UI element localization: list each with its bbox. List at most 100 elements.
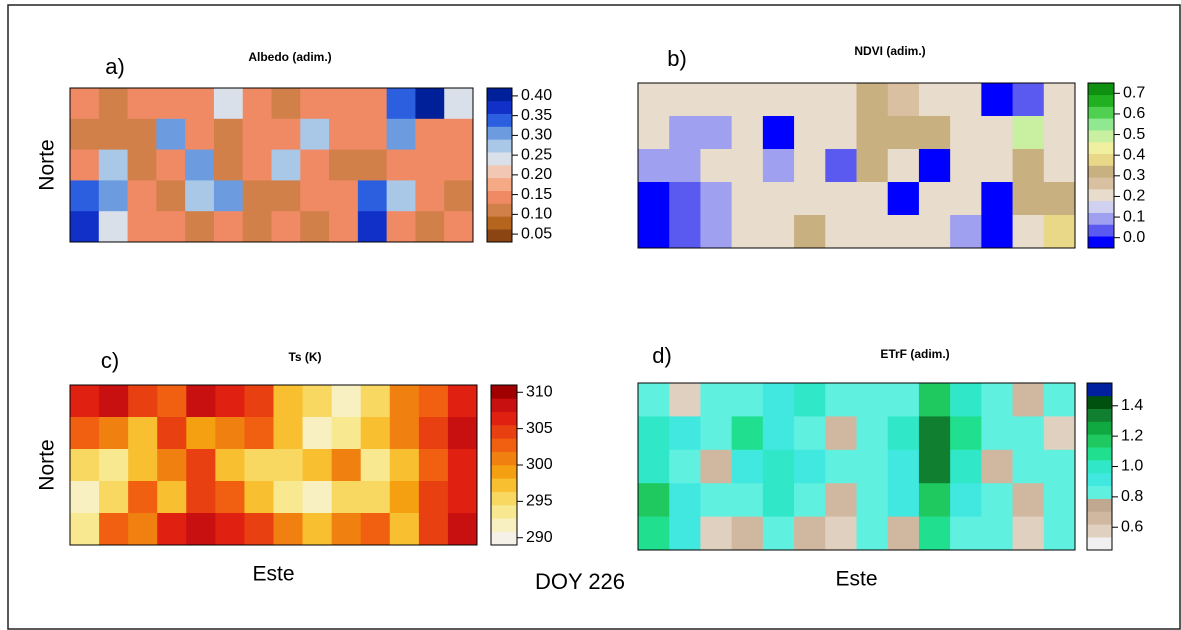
heat-cell bbox=[128, 481, 158, 514]
heat-cell bbox=[448, 449, 478, 482]
heat-cell bbox=[128, 88, 157, 119]
panel-title: Ts (K) bbox=[288, 350, 321, 364]
heat-cell bbox=[99, 513, 129, 546]
heat-cell bbox=[763, 182, 795, 216]
heat-cell bbox=[415, 150, 444, 181]
colorbar-band bbox=[1088, 189, 1114, 201]
panel-label: c) bbox=[101, 348, 119, 373]
heat-cell bbox=[857, 215, 889, 249]
heat-cell bbox=[415, 180, 444, 211]
heat-cell bbox=[274, 385, 304, 418]
heat-cell bbox=[919, 149, 951, 183]
colorbar-band bbox=[1087, 473, 1112, 486]
heat-cell bbox=[1044, 517, 1076, 551]
heat-cell bbox=[981, 215, 1013, 249]
heat-cell bbox=[358, 150, 387, 181]
heat-cell bbox=[332, 417, 362, 450]
heat-cell bbox=[70, 513, 100, 546]
colorbar-tick-label: 0.15 bbox=[521, 186, 552, 203]
colorbar-band bbox=[1087, 499, 1112, 512]
colorbar-band bbox=[1088, 236, 1114, 248]
panel-label: a) bbox=[105, 54, 125, 79]
heat-cell bbox=[448, 385, 478, 418]
heat-cell bbox=[825, 383, 857, 417]
heat-cell bbox=[329, 119, 358, 150]
heat-cell bbox=[1013, 149, 1045, 183]
heat-cell bbox=[415, 88, 444, 119]
colorbar-tick-label: 0.4 bbox=[1123, 146, 1145, 163]
heat-cell bbox=[303, 481, 333, 514]
heat-cell bbox=[700, 149, 732, 183]
heat-cell bbox=[303, 417, 333, 450]
heat-cell bbox=[857, 517, 889, 551]
heat-cell bbox=[700, 83, 732, 117]
colorbar-tick-label: 1.4 bbox=[1121, 397, 1143, 414]
colorbar-band bbox=[1088, 107, 1114, 119]
heat-cell bbox=[215, 449, 245, 482]
colorbar-tick-label: 0.6 bbox=[1123, 105, 1145, 122]
heat-cell bbox=[272, 211, 301, 242]
colorbar-tick-label: 1.2 bbox=[1121, 427, 1143, 444]
heat-cell bbox=[919, 182, 951, 216]
heat-cell bbox=[157, 449, 187, 482]
heat-cell bbox=[128, 150, 157, 181]
heat-cell bbox=[99, 481, 129, 514]
heat-cell bbox=[763, 416, 795, 450]
heat-cell bbox=[1013, 483, 1045, 517]
heat-cell bbox=[857, 149, 889, 183]
colorbar-band bbox=[1088, 118, 1114, 130]
heat-cell bbox=[300, 211, 329, 242]
heat-cell bbox=[794, 450, 826, 484]
colorbar-tick-label: 300 bbox=[526, 456, 553, 473]
heat-cell bbox=[128, 513, 158, 546]
heat-cell bbox=[99, 88, 128, 119]
annotation: DOY 226 bbox=[535, 569, 625, 594]
heat-cell bbox=[732, 215, 764, 249]
heat-cell bbox=[70, 211, 99, 242]
colorbar-band bbox=[487, 101, 512, 114]
colorbar-band bbox=[487, 152, 512, 165]
heat-cell bbox=[387, 119, 416, 150]
heat-cell bbox=[387, 150, 416, 181]
colorbar-band bbox=[487, 229, 512, 242]
y-axis-label: Norte bbox=[36, 439, 59, 490]
heat-cell bbox=[128, 180, 157, 211]
colorbar-band bbox=[1088, 166, 1114, 178]
colorbar-tick-label: 0.10 bbox=[521, 206, 552, 223]
heat-cell bbox=[99, 385, 129, 418]
heat-cell bbox=[919, 383, 951, 417]
heat-cell bbox=[669, 416, 701, 450]
heat-cell bbox=[215, 513, 245, 546]
colorbar-tick-label: 305 bbox=[526, 420, 553, 437]
heat-cell bbox=[794, 383, 826, 417]
heat-cell bbox=[99, 449, 129, 482]
heat-cell bbox=[415, 119, 444, 150]
heat-cell bbox=[274, 417, 304, 450]
heat-cell bbox=[358, 211, 387, 242]
heat-cell bbox=[186, 417, 216, 450]
heat-cell bbox=[390, 481, 420, 514]
heat-cell bbox=[99, 417, 129, 450]
heat-cell bbox=[950, 149, 982, 183]
colorbar-band bbox=[1087, 511, 1112, 524]
heat-cell bbox=[243, 88, 272, 119]
heat-cell bbox=[272, 119, 301, 150]
heat-cell bbox=[794, 83, 826, 117]
heat-cell bbox=[387, 211, 416, 242]
colorbar-band bbox=[491, 465, 517, 479]
colorbar-band bbox=[491, 492, 517, 506]
heat-cell bbox=[825, 416, 857, 450]
colorbar-band bbox=[1087, 537, 1112, 550]
heat-cell bbox=[448, 481, 478, 514]
heat-cell bbox=[361, 385, 391, 418]
heat-cell bbox=[794, 483, 826, 517]
colorbar-band bbox=[491, 478, 517, 492]
heat-cell bbox=[1013, 450, 1045, 484]
heat-cell bbox=[919, 450, 951, 484]
heat-cell bbox=[128, 449, 158, 482]
colorbar-band bbox=[1087, 396, 1112, 409]
heat-cell bbox=[99, 180, 128, 211]
heat-cell bbox=[274, 449, 304, 482]
heat-cell bbox=[390, 385, 420, 418]
colorbar-tick-label: 0.25 bbox=[521, 146, 552, 163]
